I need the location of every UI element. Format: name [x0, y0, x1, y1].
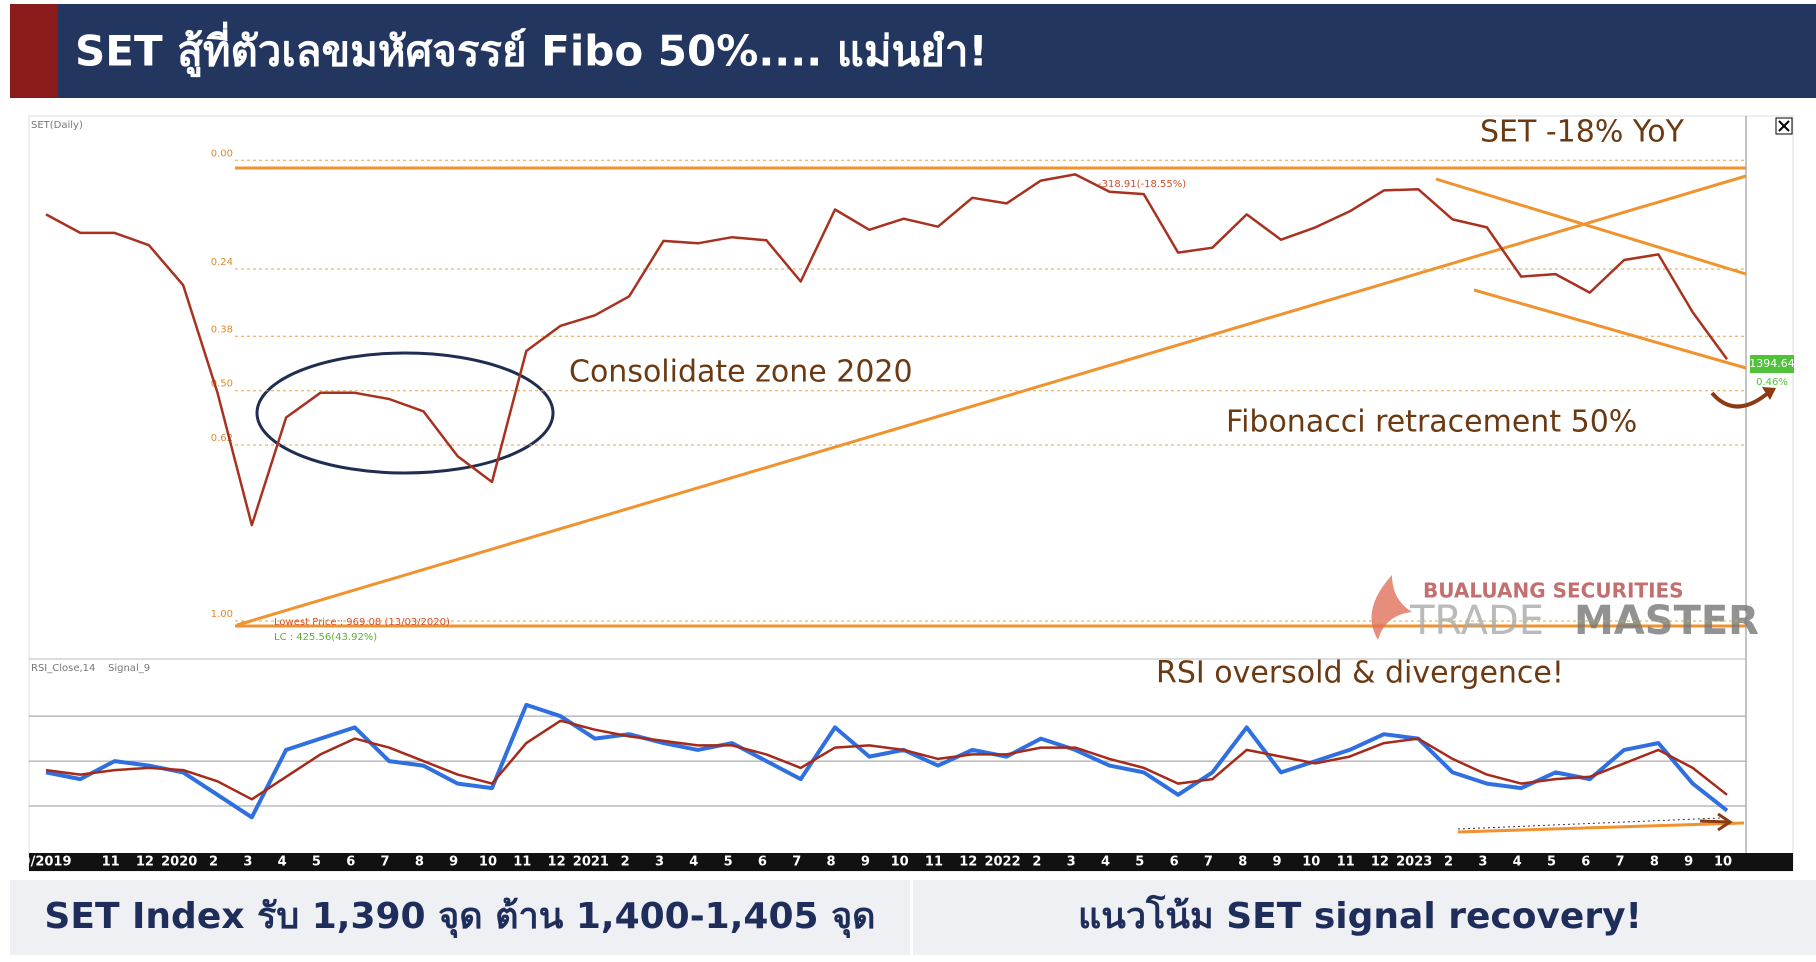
x-tick-label: 6 [346, 855, 355, 870]
x-tick-label: 4 [278, 855, 287, 870]
x-tick-label: 7 [381, 855, 390, 870]
channel-upper [1435, 177, 1747, 276]
x-tick-label: 8 [415, 855, 424, 870]
signal-panel-title: Signal_9 [108, 663, 150, 674]
trend-lines [235, 166, 1747, 834]
y-tick-label: 0.24 [211, 257, 233, 268]
rsi-dotted-line [1457, 817, 1721, 830]
plot: 09/2019 11 12 2020 2 3 4 5 6 7 8 9 10 11 12 2021 2 3 4 5 6 7 8… [12, 148, 1746, 870]
x-tick-label: 09/2019 [12, 855, 71, 870]
x-axis-strip [29, 853, 1793, 871]
x-tick-label: 2 [1444, 855, 1453, 870]
rsi-arrow [1699, 812, 1733, 832]
y-tick-label: 0.00 [211, 148, 233, 159]
x-tick-label: 10 [891, 855, 909, 870]
x-tick-label: 8 [1238, 855, 1247, 870]
x-tick-label: 8 [827, 855, 836, 870]
channel-lower [1473, 288, 1747, 370]
title-bar [10, 4, 1816, 98]
x-tick-label: 12 [136, 855, 154, 870]
x-tick-label: 2023 [1396, 855, 1432, 870]
logo-flame [1371, 575, 1412, 640]
footer-right: แนวโน้ม SET signal recovery! [1078, 894, 1642, 937]
recovery-arrow [1710, 391, 1770, 409]
x-tick-label: 2 [1032, 855, 1041, 870]
x-tick-label: 9 [861, 855, 870, 870]
x-tick-label: 2021 [573, 855, 609, 870]
x-tick-label: 6 [758, 855, 767, 870]
chart-frame [28, 115, 1794, 872]
x-tick-label: 4 [689, 855, 698, 870]
x-tick-label: 2 [621, 855, 630, 870]
x-tick-label: 10 [1302, 855, 1320, 870]
x-tick-label: 11 [102, 855, 120, 870]
last-price-box [1750, 355, 1794, 373]
x-tick-label: 2022 [984, 855, 1020, 870]
lowest-price-note: Lowest Price : 969.08 (13/03/2020) [274, 617, 450, 628]
rsi-divergence-line [1457, 821, 1745, 834]
x-tick-label: 11 [513, 855, 531, 870]
x-tick-label: 6 [1170, 855, 1179, 870]
footer-left: SET Index รับ 1,390 จุด ต้าน 1,400-1,405… [44, 896, 875, 939]
x-tick-label: 11 [1337, 855, 1355, 870]
uptrend-line [236, 174, 1747, 627]
consolidation-ellipse [255, 351, 555, 475]
price-line [45, 173, 1729, 527]
title: SET สู้ที่ตัวเลขมหัศจรรย์ Fibo 50%.... แ… [75, 22, 988, 78]
y-tick-label: 0.62 [211, 433, 233, 444]
x-tick-label: 9 [449, 855, 458, 870]
yoy-annotation: SET -18% YoY [1480, 115, 1685, 150]
x-tick-label: 7 [1204, 855, 1213, 870]
x-tick-label: 10 [479, 855, 497, 870]
rsi-line [45, 702, 1729, 820]
signal-line [45, 719, 1728, 801]
x-tick-label: 3 [243, 855, 252, 870]
y-tick-label: 1.00 [211, 609, 233, 620]
x-tick-label: 5 [1135, 855, 1144, 870]
x-tick-label: 2 [209, 855, 218, 870]
x-tick-label: 4 [1513, 855, 1522, 870]
footer-right-box [913, 880, 1816, 955]
x-tick-label: 5 [312, 855, 321, 870]
x-tick-label: 5 [724, 855, 733, 870]
x-tick-label: 12 [959, 855, 977, 870]
x-tick-label: 9 [1684, 855, 1693, 870]
x-tick-label: 8 [1650, 855, 1659, 870]
x-tick-label: 7 [792, 855, 801, 870]
x-tick-label: 12 [1371, 855, 1389, 870]
lc-note: LC : 425.56(43.92%) [274, 632, 377, 643]
x-tick-label: 6 [1581, 855, 1590, 870]
last-price-label: 1394.64 [1749, 357, 1795, 370]
x-tick-label: 10 [1714, 855, 1732, 870]
rsi-annotation: RSI oversold & divergence! [1156, 656, 1564, 691]
footer-left-box [10, 880, 910, 955]
x-tick-label: 11 [925, 855, 943, 870]
x-tick-label: 3 [1067, 855, 1076, 870]
logo: BUALUANG SECURITIES TRADE MASTER [1371, 575, 1759, 644]
x-tick-label: 5 [1547, 855, 1556, 870]
x-tick-label: 3 [1478, 855, 1487, 870]
x-tick-label: 3 [655, 855, 664, 870]
y-tick-label: 0.38 [211, 324, 233, 335]
last-change-label: 0.46% [1756, 377, 1788, 388]
close-icon [1778, 120, 1790, 132]
fibonacci-annotation: Fibonacci retracement 50% [1226, 405, 1637, 440]
y-tick-label: 0.50 [211, 379, 233, 390]
rsi-panel-title: RSI_Close,14 [31, 663, 95, 674]
price-panel-title: SET(Daily) [31, 120, 83, 131]
recovery-arrowhead [1762, 387, 1776, 400]
title-accent [10, 4, 58, 98]
x-tick-label: 2020 [161, 855, 197, 870]
change-note: -318.91(-18.55%) [1098, 179, 1186, 190]
x-tick-label: 7 [1616, 855, 1625, 870]
x-tick-label: 4 [1101, 855, 1110, 870]
consolidate-annotation: Consolidate zone 2020 [569, 355, 913, 390]
logo-company: BUALUANG SECURITIES [1423, 579, 1684, 603]
x-tick-label: 9 [1272, 855, 1281, 870]
x-tick-label: 12 [548, 855, 566, 870]
